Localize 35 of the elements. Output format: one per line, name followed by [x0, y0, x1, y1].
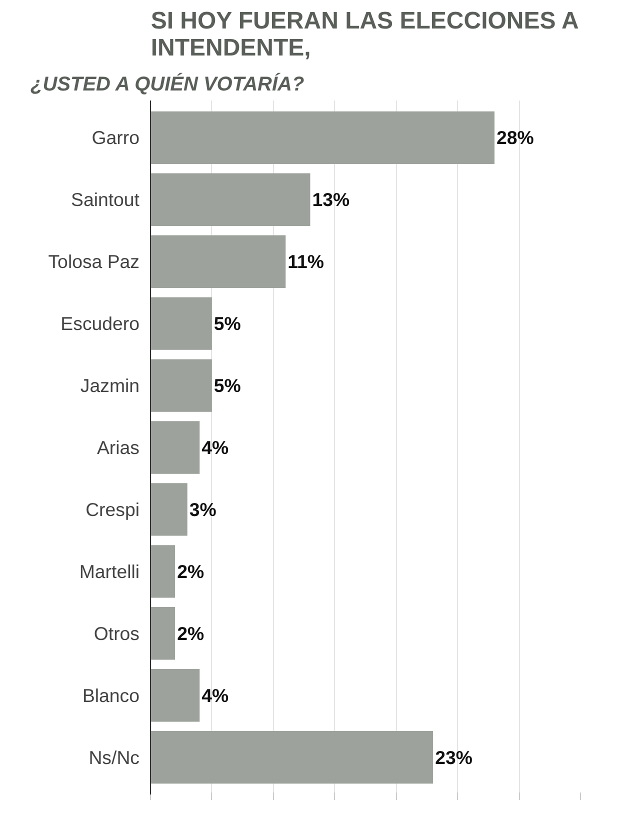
data-label: 3%	[189, 498, 217, 520]
data-label: 28%	[496, 127, 534, 148]
y-tick-label: Otros	[94, 622, 140, 644]
bar	[150, 730, 434, 784]
data-label: 5%	[214, 313, 242, 334]
y-tick-label: Arias	[96, 437, 140, 458]
y-tick-label: Ns/Nc	[88, 746, 140, 768]
bar	[150, 545, 176, 598]
y-tick-label: Martelli	[79, 560, 140, 582]
bar	[150, 421, 200, 474]
bar	[150, 235, 286, 288]
data-label: 4%	[202, 684, 230, 706]
chart-subtitle: ¿USTED A QUIÉN VOTARÍA?	[30, 72, 304, 96]
y-tick-label: Tolosa Paz	[48, 251, 140, 272]
y-tick-label: Crespi	[86, 498, 140, 520]
bar	[150, 483, 188, 536]
data-label: 2%	[177, 560, 204, 582]
data-label: 23%	[435, 746, 473, 768]
bar	[150, 297, 212, 350]
bar	[150, 111, 494, 164]
chart-title: SI HOY FUERAN LAS ELECCIONES A INTENDENTE,	[150, 8, 579, 62]
bar	[150, 669, 200, 722]
bar	[150, 359, 212, 412]
y-tick-label: Saintout	[71, 189, 140, 210]
bar	[150, 607, 176, 660]
bar	[150, 173, 310, 226]
y-tick-label: Garro	[92, 127, 140, 148]
y-tick-label: Blanco	[82, 684, 140, 706]
data-label: 5%	[214, 375, 242, 396]
data-label: 13%	[312, 189, 350, 210]
data-label: 4%	[202, 437, 230, 458]
data-label: 2%	[177, 622, 204, 644]
data-label: 11%	[288, 251, 324, 272]
y-tick-label: Escudero	[60, 313, 140, 334]
y-tick-label: Jazmin	[80, 375, 140, 396]
